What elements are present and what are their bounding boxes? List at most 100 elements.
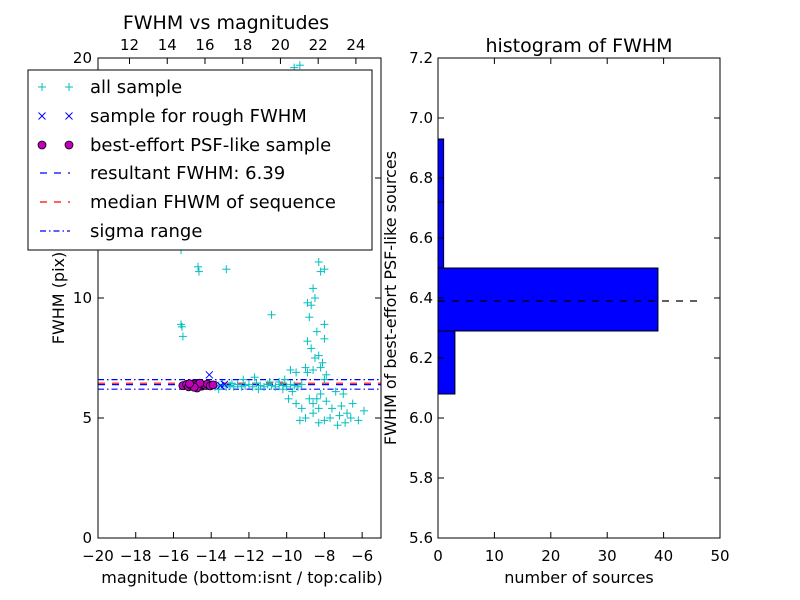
all-sample-point-23 (309, 284, 318, 293)
all-sample-point-77 (241, 381, 250, 390)
right-y-axis: 5.6 5.8 6.0 6.2 6.4 6.6 6.8 7.0 7.2 (409, 49, 433, 547)
left-top-axis: 12 14 16 18 20 22 24 (120, 36, 365, 54)
legend-label-resultant: resultant FWHM: 6.39 (90, 163, 285, 184)
right-x-tick-label-0: 0 (433, 547, 443, 565)
all-sample-point-1 (177, 322, 186, 331)
all-sample-point-50 (346, 414, 355, 422)
all-sample-point-98 (254, 385, 263, 394)
all-sample-point-39 (322, 370, 331, 379)
all-sample-point-32 (307, 344, 316, 353)
right-x-tick-label-3: 30 (598, 547, 617, 565)
all-sample-point-6 (194, 267, 203, 276)
histogram-bars (437, 138, 659, 395)
all-sample-point-5 (193, 262, 202, 271)
right-y-tick-label-0: 5.6 (409, 529, 433, 547)
legend-label-rough: sample for rough FWHM (90, 106, 307, 127)
legend-x-a (38, 112, 46, 120)
left-scatter-points (177, 61, 369, 430)
all-sample-point-61 (314, 404, 323, 413)
all-sample-point-27 (305, 313, 314, 322)
all-sample-point-24 (310, 294, 319, 302)
all-sample-point-35 (310, 354, 319, 362)
left-x-axis: −20 −18 −16 −14 −12 −10 −8 −6 (82, 547, 373, 565)
all-sample-point-60 (309, 409, 318, 418)
left-x-tick-label-4: −12 (233, 547, 265, 565)
all-sample-point-22 (316, 267, 325, 276)
left-chart-title: FWHM vs magnitudes (123, 12, 329, 34)
left-y-axis-label: FWHM (pix) (49, 252, 68, 345)
left-x-tick-label-2: −16 (158, 547, 190, 565)
left-y-tick-label-2: 10 (73, 289, 92, 307)
all-sample-point-63 (292, 368, 301, 377)
legend-item-median: median FHWM of sequence (40, 192, 336, 213)
all-sample-point-104 (288, 387, 297, 396)
right-y-tick-label-2: 6.0 (409, 409, 433, 427)
all-sample-point-72 (295, 416, 304, 425)
legend-item-resultant: resultant FWHM: 6.39 (40, 163, 285, 184)
right-y-tick-label-1: 5.8 (409, 469, 433, 487)
histogram-bar-0 (437, 330, 456, 395)
right-y-tick-label-6: 6.8 (409, 169, 433, 187)
all-sample-point-79 (248, 382, 257, 391)
all-sample-point-84 (267, 381, 276, 390)
right-x-tick-label-5: 50 (710, 547, 729, 565)
legend-label-all-sample: all sample (90, 77, 182, 98)
all-sample-point-92 (297, 380, 306, 389)
all-sample-point-47 (337, 402, 346, 410)
right-x-tick-label-4: 40 (654, 547, 673, 565)
all-sample-point-51 (354, 416, 363, 425)
all-sample-point-26 (307, 301, 316, 310)
left-top-tick-label-0: 12 (120, 36, 139, 54)
all-sample-point-53 (348, 399, 357, 408)
right-y-axis-label: FWHM of best-effort PSF-like sources (381, 151, 400, 445)
all-sample-point-102 (250, 373, 259, 382)
left-x-tick-label-5: −10 (271, 547, 303, 565)
legend-label-best: best-effort PSF-like sample (90, 135, 331, 156)
all-sample-point-43 (309, 399, 318, 408)
legend-item-sigma: sigma range (40, 221, 202, 242)
left-x-tick-label-6: −8 (313, 547, 335, 565)
left-x-tick-label-0: −20 (82, 547, 114, 565)
legend-item-best: best-effort PSF-like sample (37, 135, 331, 156)
left-top-tick-label-3: 18 (233, 36, 252, 54)
all-sample-point-30 (312, 327, 321, 336)
best-sample-point-14 (208, 380, 218, 390)
left-y-tick-label-0: 0 (82, 529, 92, 547)
all-sample-point-52 (360, 406, 369, 415)
all-sample-point-81 (256, 381, 265, 390)
best-sample-point-18 (185, 379, 194, 389)
all-sample-point-57 (292, 399, 301, 408)
all-sample-point-45 (322, 397, 331, 406)
left-top-tick-label-5: 22 (309, 36, 328, 54)
all-sample-point-99 (265, 378, 274, 386)
all-sample-point-69 (326, 414, 335, 422)
all-sample-point-59 (301, 414, 310, 422)
all-sample-point-54 (339, 390, 348, 398)
right-y-tick-label-5: 6.6 (409, 229, 433, 247)
left-chart: FWHM vs magnitudes 12 14 16 18 20 22 24 −20 −18… (27, 12, 383, 587)
all-sample-point-70 (333, 421, 342, 430)
legend-x-b (65, 112, 73, 120)
legend-item-rough: sample for rough FWHM (38, 106, 307, 127)
all-sample-point-56 (297, 404, 306, 413)
left-y-tick-label-4: 20 (73, 49, 92, 67)
all-sample-point-76 (237, 382, 246, 391)
left-top-tick-label-4: 20 (271, 36, 290, 54)
all-sample-point-49 (343, 409, 352, 418)
left-x-tick-label-7: −6 (351, 547, 373, 565)
left-plot-frame (97, 57, 382, 539)
all-sample-point-58 (284, 394, 293, 403)
legend-box (27, 69, 373, 251)
right-chart-title: histogram of FWHM (485, 35, 672, 57)
all-sample-point-29 (320, 334, 329, 343)
all-sample-point-8 (267, 310, 276, 319)
legend-x-b-b (65, 112, 73, 120)
legend-x-a-b (38, 112, 46, 120)
all-sample-point-90 (290, 381, 299, 390)
all-sample-point-64 (301, 363, 310, 372)
rough-sample-point-0 (205, 370, 214, 379)
legend: all sample sample for rough FWHM best-ef… (27, 69, 373, 251)
legend-marker-plus (38, 83, 73, 91)
all-sample-point-89 (286, 380, 295, 389)
left-top-tick-label-1: 14 (158, 36, 177, 54)
